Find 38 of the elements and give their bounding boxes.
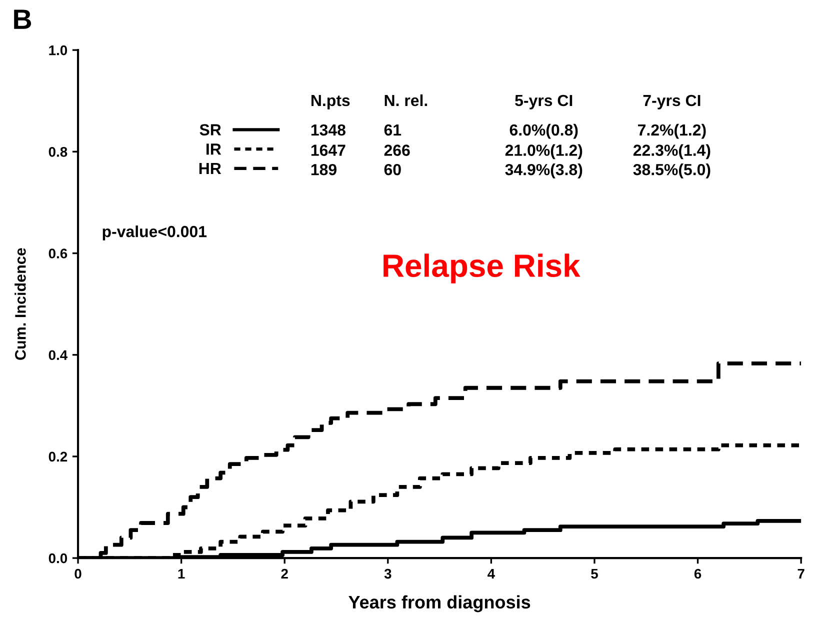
annotation: 266 — [384, 144, 410, 156]
x-tick-label: 4 — [488, 568, 495, 579]
annotation: Relapse Risk — [384, 254, 580, 284]
annotation: 1647 — [311, 144, 346, 156]
x-tick-label: 2 — [281, 568, 288, 579]
x-tick-label: 0 — [74, 568, 82, 579]
annotation: 1348 — [311, 124, 346, 136]
legend-label: HR — [199, 163, 222, 174]
annotation: 22.3%(1.4) — [633, 144, 710, 160]
chart-title: B — [14, 10, 32, 29]
legend-label: SR — [200, 124, 222, 136]
annotation: 7.2%(1.2) — [638, 124, 706, 139]
annotation: 61 — [384, 124, 402, 136]
x-axis-title: Years from diagnosis — [348, 595, 530, 612]
annotation: N. rel. — [384, 94, 428, 106]
annotation: 7-yrs CI — [643, 94, 700, 110]
y-tick-label: 1.0 — [49, 45, 68, 56]
x-tick-label: 3 — [384, 568, 392, 579]
x-tick-label: 6 — [694, 568, 702, 579]
legend-label: IR — [206, 144, 222, 155]
y-tick-label: 0.2 — [48, 452, 68, 462]
annotation: 5-yrs CI — [515, 94, 572, 110]
y-tick-label: 0.4 — [48, 350, 68, 360]
annotation: p-value<0.001 — [102, 225, 207, 240]
annotation: 21.0%(1.2) — [505, 144, 582, 160]
y-axis-title: Cum. Incidence — [14, 248, 26, 360]
y-tick-label: 0.8 — [48, 146, 68, 157]
annotation: 6.0%(0.8) — [510, 124, 578, 139]
annotation: 38.5%(5.0) — [633, 164, 710, 178]
annotation: 60 — [384, 164, 401, 176]
x-tick-label: 1 — [178, 568, 185, 579]
y-tick-label: 0.0 — [48, 553, 68, 564]
annotation: 34.9%(3.8) — [505, 164, 582, 178]
annotation: 189 — [311, 164, 336, 176]
y-tick-label: 0.6 — [48, 248, 68, 258]
annotation: N.pts — [312, 95, 350, 110]
x-tick-label: 5 — [591, 568, 598, 579]
x-tick-label: 7 — [798, 568, 804, 579]
